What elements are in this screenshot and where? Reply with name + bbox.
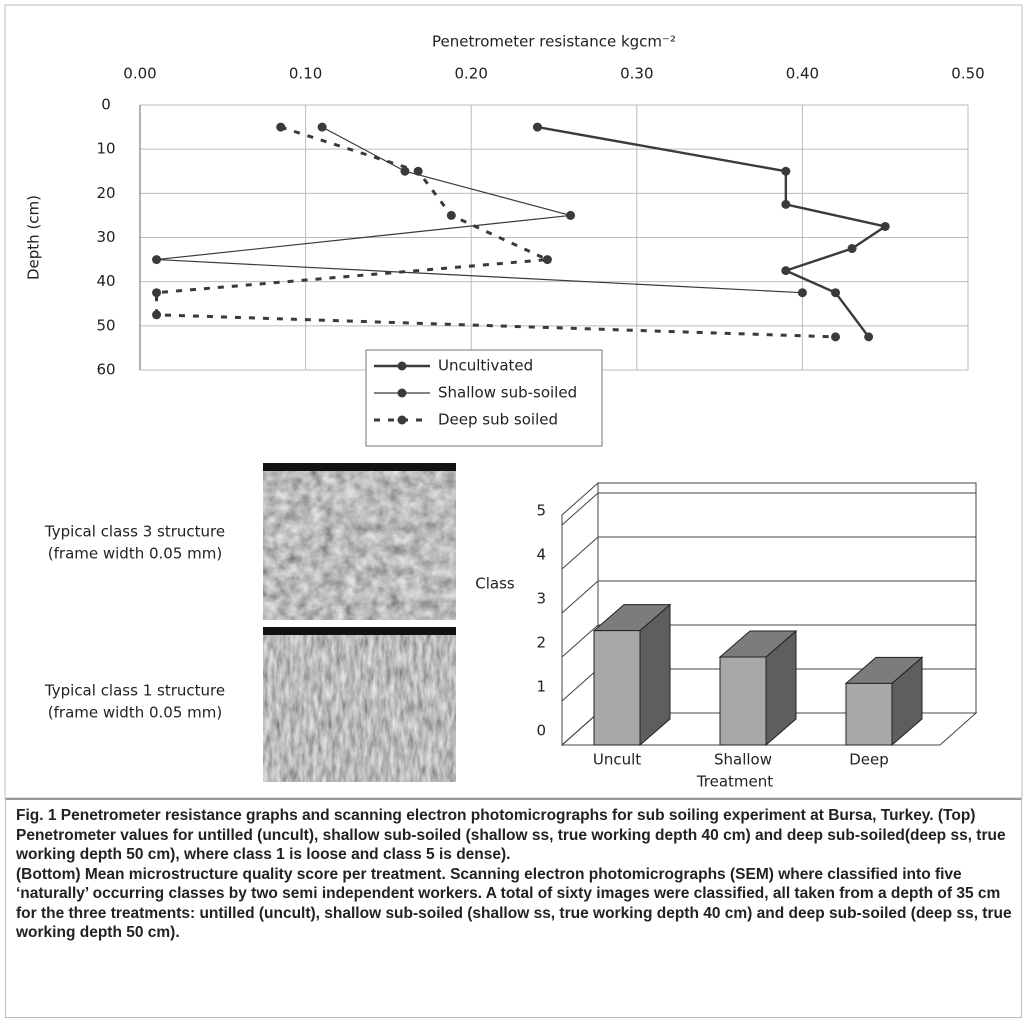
y-tick-label: 1 xyxy=(536,678,546,696)
data-point xyxy=(317,122,327,132)
image-label: Typical class 1 structure xyxy=(44,682,225,700)
y-tick-label: 0 xyxy=(101,96,111,114)
data-point xyxy=(152,255,162,265)
x-tick-label: 0.40 xyxy=(786,65,819,83)
sem-image-bar xyxy=(263,627,456,635)
sem-image-bar xyxy=(263,463,456,471)
data-point xyxy=(847,244,857,254)
bar xyxy=(719,656,767,746)
y-tick-label: 50 xyxy=(96,316,115,334)
grid-line xyxy=(561,580,976,614)
caption: Fig. 1 Penetrometer resistance graphs an… xyxy=(16,806,1016,943)
data-point xyxy=(797,288,807,298)
sem-image xyxy=(263,463,456,620)
data-point xyxy=(831,288,841,298)
data-point xyxy=(566,210,576,220)
legend-box xyxy=(365,349,603,447)
x-tick-label: 0.10 xyxy=(289,65,322,83)
x-tick-label: 0.50 xyxy=(951,65,984,83)
legend-label: Deep sub soiled xyxy=(438,411,558,429)
data-point xyxy=(446,210,456,220)
y-tick-label: 2 xyxy=(536,634,546,652)
data-point xyxy=(276,122,286,132)
y-tick-label: 0 xyxy=(536,722,546,740)
bar xyxy=(593,630,641,746)
sem-image xyxy=(263,627,456,782)
legend-label: Uncultivated xyxy=(438,357,533,375)
y-axis-label: Class xyxy=(475,575,515,593)
x-tick-label: Shallow xyxy=(714,751,772,769)
y-tick-label: 30 xyxy=(96,228,115,246)
figure: Typical class 3 structure (frame width 0… xyxy=(4,4,1023,798)
x-tick-label: Deep xyxy=(849,751,889,769)
x-tick-label: 0.00 xyxy=(123,65,156,83)
y-tick-label: 10 xyxy=(96,140,115,158)
data-point xyxy=(413,166,423,176)
data-point xyxy=(781,199,791,209)
y-tick-label: 20 xyxy=(96,184,115,202)
caption-frame xyxy=(5,798,1022,1018)
chart-title: Penetrometer resistance kgcm⁻² xyxy=(432,33,676,51)
data-point xyxy=(880,221,890,231)
image-label: (frame width 0.05 mm) xyxy=(48,545,222,563)
x-tick-label: 0.20 xyxy=(454,65,487,83)
legend-label: Shallow sub-soiled xyxy=(438,384,577,402)
image-label: (frame width 0.05 mm) xyxy=(48,704,222,722)
data-point xyxy=(864,332,874,342)
grid-line xyxy=(561,492,976,526)
grid-line xyxy=(561,624,976,658)
y-tick-label: 5 xyxy=(536,502,546,520)
side-wall xyxy=(561,481,599,747)
data-point xyxy=(152,310,162,320)
caption-paragraph: Fig. 1 Penetrometer resistance graphs an… xyxy=(16,807,1006,863)
x-axis-label: Treatment xyxy=(696,773,773,791)
legend-marker xyxy=(397,361,407,371)
legend-marker xyxy=(397,415,407,425)
data-point xyxy=(542,255,552,265)
data-point xyxy=(781,166,791,176)
y-tick-label: 3 xyxy=(536,590,546,608)
y-axis-label: Depth (cm) xyxy=(25,195,43,280)
x-tick-label: 0.30 xyxy=(620,65,653,83)
caption-paragraph: (Bottom) Mean microstructure quality sco… xyxy=(16,865,1012,942)
image-label: Typical class 3 structure xyxy=(44,523,225,541)
data-point xyxy=(781,266,791,276)
y-tick-label: 40 xyxy=(96,272,115,290)
x-tick-label: Uncult xyxy=(593,751,641,769)
data-point xyxy=(152,288,162,298)
data-point xyxy=(532,122,542,132)
series-line xyxy=(537,125,889,338)
y-tick-label: 4 xyxy=(536,546,546,564)
bar xyxy=(845,682,893,746)
legend-marker xyxy=(397,388,407,398)
data-point xyxy=(831,332,841,342)
data-point xyxy=(400,166,410,176)
grid-line xyxy=(561,536,976,570)
y-tick-label: 60 xyxy=(96,361,115,379)
